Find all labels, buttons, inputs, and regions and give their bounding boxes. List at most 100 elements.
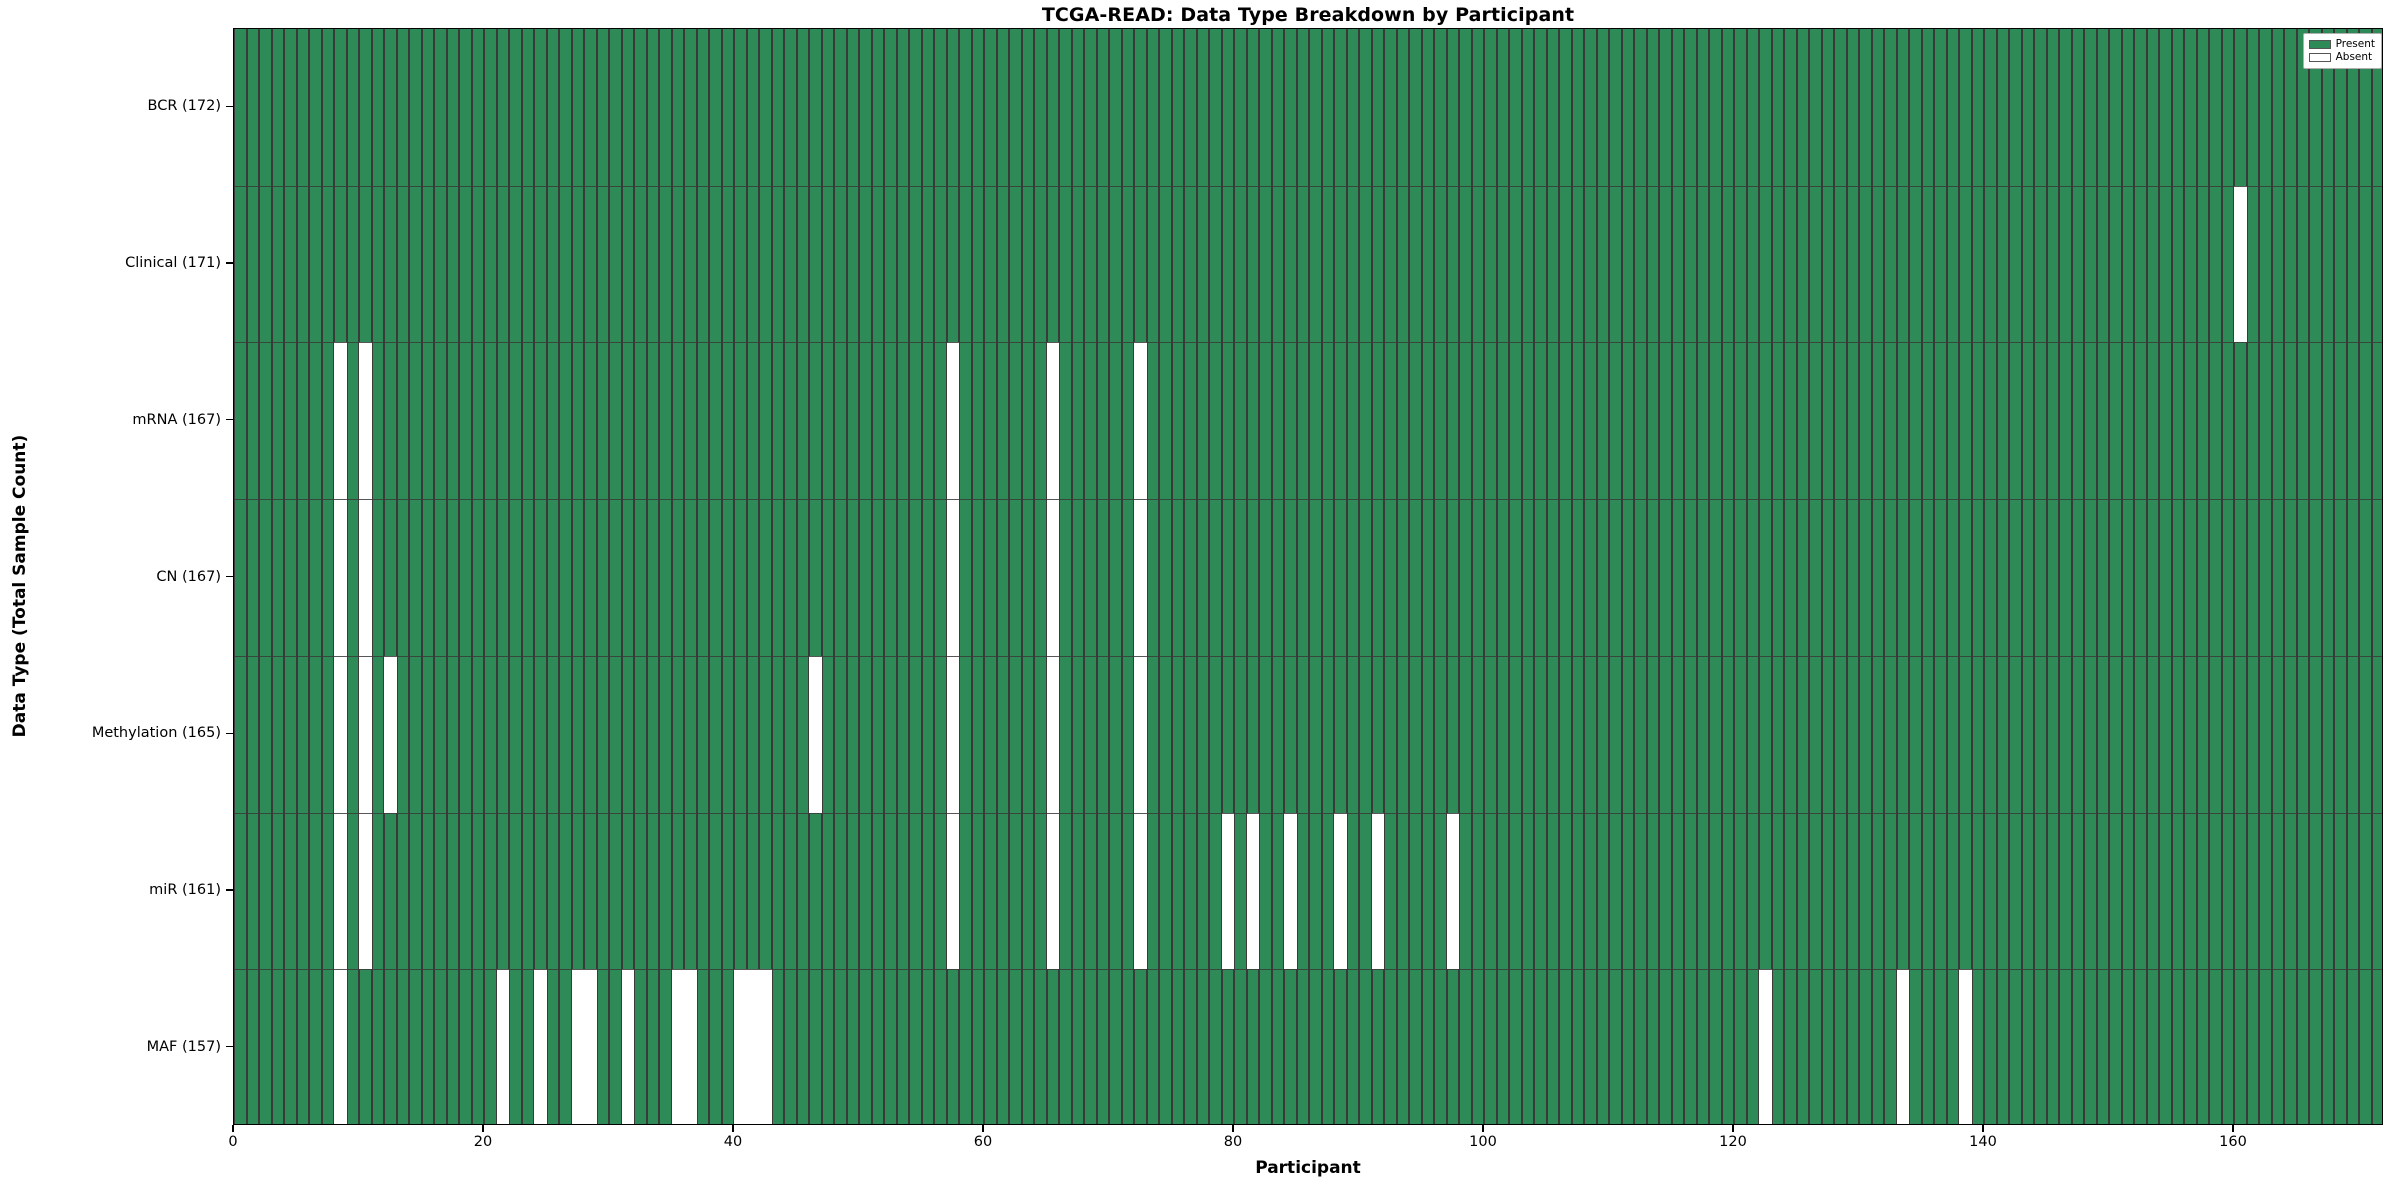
heatmap-cell	[746, 812, 759, 970]
heatmap-cell	[946, 655, 959, 813]
heatmap-cell	[734, 499, 747, 656]
heatmap-cell	[1871, 969, 1884, 1124]
heatmap-cell	[396, 342, 409, 500]
heatmap-cell	[459, 655, 472, 813]
heatmap-cell	[771, 812, 784, 970]
heatmap-cell	[2196, 969, 2209, 1124]
heatmap-cell	[396, 655, 409, 813]
heatmap-cell	[809, 342, 822, 500]
heatmap-cell	[1396, 29, 1409, 186]
heatmap-cell	[1521, 969, 1534, 1124]
heatmap-cell	[984, 499, 997, 656]
heatmap-cell	[934, 342, 947, 500]
heatmap-cell	[571, 29, 584, 186]
heatmap-cell	[296, 342, 309, 500]
heatmap-cell	[1496, 29, 1509, 186]
heatmap-cell	[1884, 342, 1897, 500]
heatmap-cell	[884, 969, 897, 1124]
heatmap-cell	[1846, 29, 1859, 186]
heatmap-cell	[1534, 969, 1547, 1124]
heatmap-cell	[834, 499, 847, 656]
heatmap-cell	[2171, 969, 2184, 1124]
heatmap-cell	[1796, 29, 1809, 186]
heatmap-cell	[1684, 29, 1697, 186]
heatmap-cell	[1521, 499, 1534, 656]
heatmap-cell	[696, 185, 709, 343]
heatmap-cell	[1334, 969, 1347, 1124]
heatmap-cell	[1634, 812, 1647, 970]
heatmap-cell	[859, 812, 872, 970]
heatmap-cell	[1046, 812, 1059, 970]
heatmap-cell	[2109, 499, 2122, 656]
heatmap-cell	[671, 499, 684, 656]
heatmap-plot-area[interactable]	[233, 28, 2383, 1125]
heatmap-cell	[484, 342, 497, 500]
heatmap-cell	[2221, 29, 2234, 186]
heatmap-cell	[1471, 499, 1484, 656]
heatmap-cell	[346, 499, 359, 656]
heatmap-cell	[309, 812, 322, 970]
heatmap-cell	[884, 29, 897, 186]
heatmap-cell	[621, 499, 634, 656]
heatmap-cell	[1559, 969, 1572, 1124]
heatmap-cell	[921, 185, 934, 343]
heatmap-cell	[2046, 655, 2059, 813]
heatmap-cell	[2359, 499, 2372, 656]
heatmap-cell	[1159, 342, 1172, 500]
heatmap-cell	[1696, 655, 1709, 813]
heatmap-cell	[596, 342, 609, 500]
heatmap-cell	[2371, 185, 2382, 343]
heatmap-cell	[2234, 812, 2247, 970]
legend-item-absent[interactable]: Absent	[2308, 51, 2375, 64]
heatmap-cell	[346, 342, 359, 500]
heatmap-cell	[2134, 655, 2147, 813]
heatmap-cell	[1046, 185, 1059, 343]
heatmap-cell	[359, 655, 372, 813]
heatmap-cell	[2359, 969, 2372, 1124]
legend[interactable]: Present Absent	[2302, 33, 2382, 69]
heatmap-cell	[959, 342, 972, 500]
heatmap-cell	[1771, 499, 1784, 656]
heatmap-cell	[584, 812, 597, 970]
heatmap-cell	[896, 185, 909, 343]
heatmap-cell	[521, 499, 534, 656]
heatmap-cell	[1859, 812, 1872, 970]
heatmap-cell	[2321, 342, 2334, 500]
heatmap-cell	[1584, 655, 1597, 813]
heatmap-cell	[1459, 185, 1472, 343]
heatmap-cell	[859, 499, 872, 656]
legend-item-present[interactable]: Present	[2308, 38, 2375, 51]
heatmap-cell	[421, 812, 434, 970]
heatmap-cell	[896, 969, 909, 1124]
heatmap-cell	[471, 812, 484, 970]
heatmap-cell	[1071, 342, 1084, 500]
heatmap-cell	[496, 655, 509, 813]
heatmap-cell	[1746, 655, 1759, 813]
heatmap-cell	[1796, 499, 1809, 656]
heatmap-cell	[884, 499, 897, 656]
heatmap-cell	[2184, 499, 2197, 656]
heatmap-cell	[2246, 969, 2259, 1124]
heatmap-cell	[1109, 969, 1122, 1124]
x-tick-mark	[1732, 1125, 1734, 1132]
heatmap-cell	[1421, 342, 1434, 500]
heatmap-cell	[834, 185, 847, 343]
heatmap-cell	[1634, 185, 1647, 343]
heatmap-cell	[1959, 812, 1972, 970]
heatmap-cell	[1296, 655, 1309, 813]
heatmap-cell	[1384, 969, 1397, 1124]
heatmap-cell	[1371, 655, 1384, 813]
heatmap-cell	[1584, 969, 1597, 1124]
heatmap-cell	[2121, 29, 2134, 186]
heatmap-cell	[2021, 29, 2034, 186]
heatmap-cell	[534, 812, 547, 970]
heatmap-cell	[784, 655, 797, 813]
x-tick-mark	[2232, 1125, 2234, 1132]
heatmap-cell	[584, 499, 597, 656]
heatmap-cell	[1559, 29, 1572, 186]
heatmap-cell	[1896, 499, 1909, 656]
y-tick-label-methylation: Methylation (165)	[91, 725, 221, 742]
heatmap-cell	[634, 655, 647, 813]
heatmap-cell	[721, 812, 734, 970]
heatmap-cell	[659, 342, 672, 500]
